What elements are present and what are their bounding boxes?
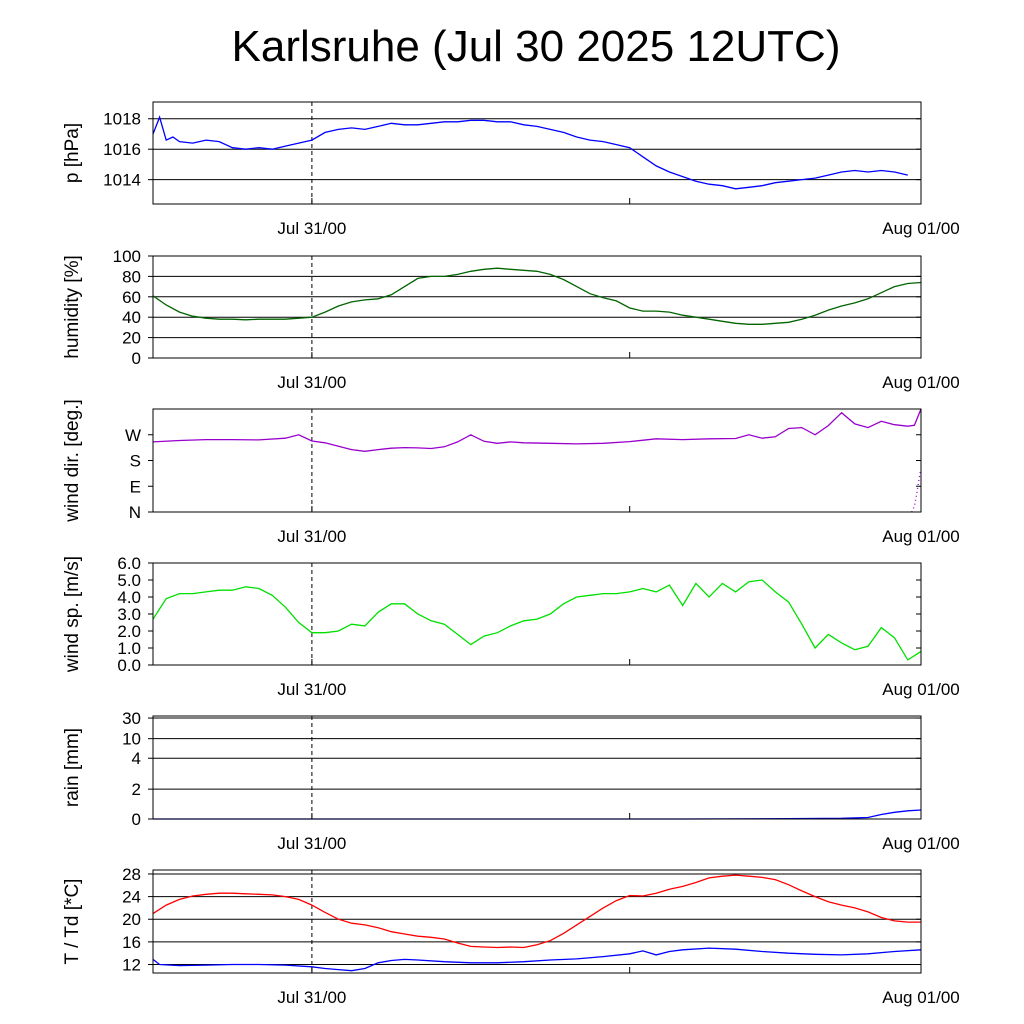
y-tick-label: 60 <box>122 288 141 307</box>
y-tick-label: 24 <box>122 888 141 907</box>
y-tick-label: 16 <box>122 933 141 952</box>
y-tick-label: 0 <box>132 349 141 368</box>
x-tick-label: Jul 31/00 <box>277 988 346 1007</box>
panel-6: 12 16 20 24 28 Jul 31/00 Aug 01/00 T / Td [*C] <box>62 865 960 1007</box>
y-tick-label: 3.0 <box>117 605 141 624</box>
x-tick-label: Aug 01/00 <box>882 373 960 392</box>
y-tick-label: 28 <box>122 865 141 884</box>
y-tick-label: 100 <box>113 247 141 266</box>
plot-frame <box>152 869 922 974</box>
y-tick-label: 6.0 <box>117 554 141 573</box>
x-tick-label: Jul 31/00 <box>277 219 346 238</box>
x-tick-label: Aug 01/00 <box>882 527 960 546</box>
series-1-line <box>152 579 922 661</box>
series-1-line <box>153 809 922 820</box>
series-1-line <box>152 267 922 325</box>
x-tick-label: Jul 31/00 <box>277 527 346 546</box>
panel-5: 0 2 410 30 Jul 31/00 Aug 01/00 rain [mm] <box>62 709 960 853</box>
y-tick-label: W <box>125 426 141 445</box>
y-tick-label: 4.0 <box>117 588 141 607</box>
y-axis-label: wind dir. [deg.] <box>62 399 83 523</box>
series-1-line <box>152 408 922 452</box>
y-tick-label: E <box>130 477 141 496</box>
y-tick-label: 40 <box>122 308 141 327</box>
panel-4: 0.01.02.03.04.05.06.0 Jul 31/00 Aug 01/00 w… <box>62 554 960 699</box>
y-axis-label: wind sp. [m/s] <box>62 556 83 673</box>
y-tick-label: 5.0 <box>117 571 141 590</box>
x-tick-label: Jul 31/00 <box>277 680 346 699</box>
series-1-line <box>152 115 908 190</box>
plot-frame <box>152 255 922 359</box>
panel-1: 1014 1016 1018 Jul 31/00 Aug 01/00 p [hPa] <box>62 101 960 238</box>
y-tick-label: 1014 <box>103 171 141 190</box>
y-tick-label: 1016 <box>103 140 141 159</box>
y-tick-label: 80 <box>122 267 141 286</box>
y-tick-label: 0.0 <box>117 656 141 675</box>
plot-frame <box>152 562 922 666</box>
x-tick-label: Aug 01/00 <box>882 680 960 699</box>
y-tick-label: N <box>129 503 141 522</box>
series-2-line <box>911 468 922 513</box>
x-tick-label: Aug 01/00 <box>882 834 960 853</box>
x-tick-label: Aug 01/00 <box>882 219 960 238</box>
y-tick-label: 2 <box>132 780 141 799</box>
y-axis-label: T / Td [*C] <box>62 879 83 965</box>
y-tick-label: 2.0 <box>117 622 141 641</box>
y-tick-label: 0 <box>132 810 141 829</box>
y-tick-label: 30 <box>122 709 141 728</box>
x-tick-label: Jul 31/00 <box>277 834 346 853</box>
y-tick-label: 1018 <box>103 110 141 129</box>
x-tick-label: Aug 01/00 <box>882 988 960 1007</box>
y-tick-label: 12 <box>122 956 141 975</box>
plot-frame <box>152 408 922 513</box>
series-t-line <box>152 874 921 949</box>
y-axis-label: humidity [%] <box>62 255 83 358</box>
y-axis-label: rain [mm] <box>62 728 83 807</box>
y-tick-label: S <box>130 452 141 471</box>
plot-frame <box>152 715 922 820</box>
y-axis-label: p [hPa] <box>62 123 83 183</box>
x-tick-label: Jul 31/00 <box>277 373 346 392</box>
series-td-line <box>152 947 922 972</box>
y-tick-label: 10 <box>122 730 141 749</box>
y-tick-label: 1.0 <box>117 639 141 658</box>
y-tick-label: 20 <box>122 329 141 348</box>
chart-title: Karlsruhe (Jul 30 2025 12UTC) <box>231 22 841 71</box>
plot-frame <box>152 101 922 205</box>
y-tick-label: 20 <box>122 910 141 929</box>
y-tick-label: 4 <box>132 749 141 768</box>
